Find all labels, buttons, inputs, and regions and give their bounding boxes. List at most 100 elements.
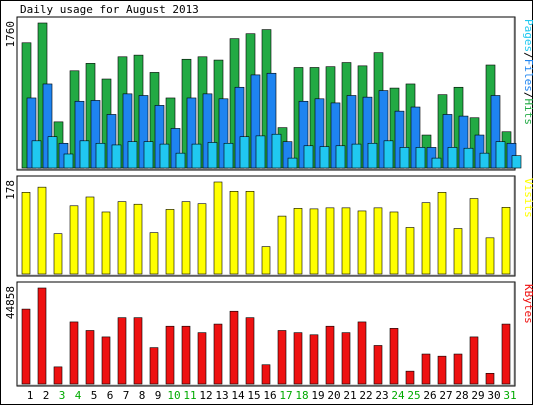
bar-kbytes-day-13 xyxy=(213,323,223,385)
bar-pages-day-14 xyxy=(239,136,250,169)
bar-files-day-26 xyxy=(426,147,437,169)
bar-visits-day-19 xyxy=(309,208,319,275)
y-axis-label-part: Files xyxy=(522,59,533,92)
bar-pages-day-4 xyxy=(79,140,90,169)
bar-kbytes-day-4 xyxy=(69,321,79,385)
bar-pages-day-26 xyxy=(431,157,442,169)
bar-files-day-27 xyxy=(442,114,453,169)
bar-files-day-1 xyxy=(26,97,37,169)
bar-kbytes-day-5 xyxy=(85,330,95,385)
bar-kbytes-day-23 xyxy=(373,345,383,385)
x-tick-label-day-30: 30 xyxy=(487,389,500,402)
bar-visits-day-17 xyxy=(277,215,287,275)
bar-kbytes-day-25 xyxy=(405,370,415,385)
x-tick-label-day-26: 26 xyxy=(423,389,436,402)
bar-files-day-20 xyxy=(330,102,341,169)
bar-kbytes-day-6 xyxy=(101,336,111,385)
bar-visits-day-5 xyxy=(85,196,95,275)
bar-files-day-21 xyxy=(346,95,357,169)
x-tick-label-day-17: 17 xyxy=(279,389,292,402)
bar-kbytes-day-10 xyxy=(165,325,175,385)
bar-kbytes-day-3 xyxy=(53,366,63,385)
x-tick-label-day-23: 23 xyxy=(375,389,388,402)
bar-files-day-2 xyxy=(42,83,53,169)
bar-visits-day-23 xyxy=(373,207,383,275)
bar-pages-day-22 xyxy=(367,142,378,169)
bar-pages-day-25 xyxy=(415,147,426,169)
bar-visits-day-25 xyxy=(405,227,415,275)
bar-visits-day-1 xyxy=(21,192,31,275)
x-tick-label-day-1: 1 xyxy=(27,389,34,402)
bar-files-day-30 xyxy=(490,95,501,169)
bar-pages-day-30 xyxy=(495,141,506,169)
x-tick-label-day-12: 12 xyxy=(199,389,212,402)
bar-files-day-5 xyxy=(90,100,101,169)
bar-pages-day-31 xyxy=(511,155,522,169)
bar-visits-day-21 xyxy=(341,207,351,275)
bar-pages-day-17 xyxy=(287,157,298,169)
bar-files-day-25 xyxy=(410,106,421,169)
bar-pages-day-12 xyxy=(207,142,218,169)
bar-pages-day-8 xyxy=(143,141,154,169)
bar-files-day-23 xyxy=(378,90,389,169)
bar-kbytes-day-26 xyxy=(421,353,431,385)
bar-pages-day-28 xyxy=(463,147,474,169)
bar-kbytes-day-7 xyxy=(117,317,127,385)
bar-files-day-17 xyxy=(282,141,293,169)
bar-visits-day-6 xyxy=(101,211,111,275)
bar-pages-day-23 xyxy=(383,140,394,169)
bar-pages-day-6 xyxy=(111,144,122,169)
bar-kbytes-day-22 xyxy=(357,321,367,385)
y-max-label-2: 178 xyxy=(4,180,17,200)
bar-kbytes-day-20 xyxy=(325,325,335,385)
bar-kbytes-day-24 xyxy=(389,328,399,385)
bar-visits-day-16 xyxy=(261,246,271,275)
bar-visits-day-8 xyxy=(133,203,143,275)
bar-kbytes-day-12 xyxy=(197,332,207,385)
bar-visits-day-27 xyxy=(437,192,447,275)
bar-kbytes-day-18 xyxy=(293,332,303,385)
bar-files-day-24 xyxy=(394,110,405,169)
bar-files-day-19 xyxy=(314,98,325,169)
x-tick-label-day-25: 25 xyxy=(407,389,420,402)
bar-kbytes-day-29 xyxy=(469,336,479,385)
bar-visits-day-7 xyxy=(117,201,127,275)
bar-visits-day-14 xyxy=(229,191,239,275)
bar-pages-day-1 xyxy=(31,140,42,169)
bar-pages-day-13 xyxy=(223,142,234,169)
x-tick-label-day-11: 11 xyxy=(183,389,196,402)
x-tick-label-day-5: 5 xyxy=(91,389,98,402)
bar-files-day-29 xyxy=(474,134,485,169)
bar-visits-day-24 xyxy=(389,211,399,275)
y-axis-label-3: KBytes xyxy=(522,284,533,324)
bar-kbytes-day-15 xyxy=(245,317,255,385)
bar-visits-day-29 xyxy=(469,198,479,275)
bar-pages-day-2 xyxy=(47,136,58,169)
x-tick-label-day-14: 14 xyxy=(231,389,245,402)
x-tick-label-day-6: 6 xyxy=(107,389,114,402)
bar-pages-day-29 xyxy=(479,152,490,169)
bar-visits-day-13 xyxy=(213,181,223,275)
y-max-label-1: 1760 xyxy=(4,21,17,48)
bar-files-day-7 xyxy=(122,93,133,169)
y-axis-label-part: Hits xyxy=(522,99,533,126)
y-axis-label-part: / xyxy=(522,92,533,99)
x-tick-label-day-2: 2 xyxy=(43,389,50,402)
bar-visits-day-20 xyxy=(325,207,335,275)
bar-files-day-6 xyxy=(106,114,117,169)
y-axis-label-part: / xyxy=(522,52,533,59)
bar-files-day-15 xyxy=(250,74,261,169)
x-tick-label-day-18: 18 xyxy=(295,389,308,402)
bar-kbytes-day-30 xyxy=(485,372,495,385)
x-tick-label-day-20: 20 xyxy=(327,389,340,402)
x-tick-label-day-8: 8 xyxy=(139,389,146,402)
bar-kbytes-day-17 xyxy=(277,330,287,385)
x-tick-label-day-31: 31 xyxy=(503,389,516,402)
bar-kbytes-day-28 xyxy=(453,353,463,385)
bar-kbytes-day-14 xyxy=(229,310,239,385)
bar-visits-day-4 xyxy=(69,205,79,275)
bar-kbytes-day-21 xyxy=(341,332,351,385)
bar-pages-day-27 xyxy=(447,147,458,169)
